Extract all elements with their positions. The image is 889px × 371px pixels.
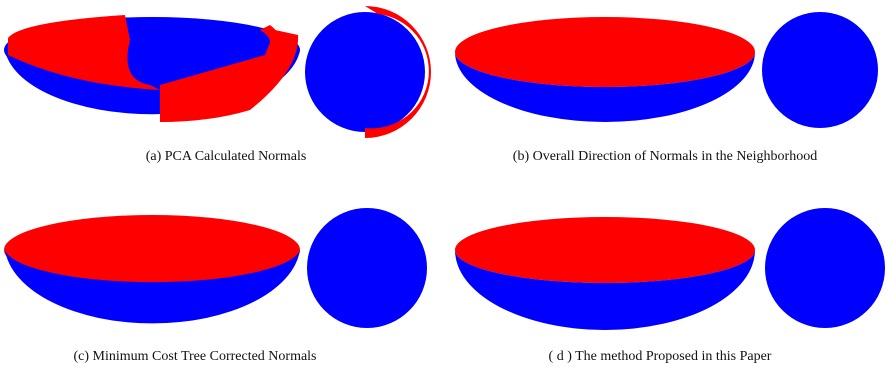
sphere (307, 208, 427, 328)
caption: (a) PCA Calculated Normals (146, 149, 307, 164)
sphere (765, 208, 885, 328)
bowl-rim (455, 217, 755, 283)
sphere (305, 12, 425, 132)
caption: (c) Minimum Cost Tree Corrected Normals (73, 349, 316, 364)
panel-c: (c) Minimum Cost Tree Corrected Normals (4, 208, 427, 364)
figure: (a) PCA Calculated Normals (b) Overall D… (0, 0, 889, 371)
caption: (b) Overall Direction of Normals in the … (513, 149, 817, 164)
bowl-rim (455, 17, 755, 87)
panel-a: (a) PCA Calculated Normals (4, 6, 431, 164)
panel-d: ( d ) The method Proposed in this Paper (455, 208, 885, 364)
caption: ( d ) The method Proposed in this Paper (549, 349, 772, 364)
panel-b: (b) Overall Direction of Normals in the … (455, 12, 878, 164)
sphere (762, 12, 878, 128)
